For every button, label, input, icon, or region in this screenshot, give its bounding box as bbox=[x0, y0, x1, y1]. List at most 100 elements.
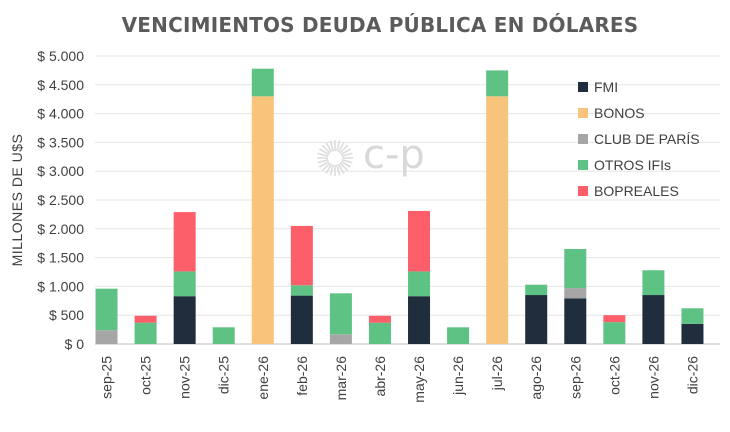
sunburst-ray bbox=[321, 144, 331, 154]
x-tick-label: sep-25 bbox=[99, 356, 115, 399]
x-tick-label: dic-26 bbox=[684, 356, 700, 394]
bar-stack bbox=[134, 315, 157, 344]
legend-swatch bbox=[578, 134, 588, 144]
legend-item: OTROS IFIs bbox=[578, 157, 671, 173]
y-tick-label: $ 2.000 bbox=[37, 221, 84, 237]
sunburst-ray bbox=[319, 148, 330, 156]
bar-segment bbox=[486, 96, 509, 344]
bar-segment bbox=[642, 270, 665, 296]
legend-item: FMI bbox=[578, 79, 618, 95]
gridlines bbox=[95, 55, 720, 345]
legend-item: BOPREALES bbox=[578, 183, 679, 199]
y-tick-label: $ 1.000 bbox=[37, 278, 84, 294]
bar-stack bbox=[173, 212, 196, 344]
bar-segment bbox=[564, 298, 587, 344]
legend-swatch bbox=[578, 160, 588, 170]
bar-segment bbox=[408, 271, 431, 297]
sunburst-ray bbox=[317, 152, 329, 157]
bar-stack bbox=[251, 68, 274, 344]
x-axis: sep-25 oct-25 nov-25 dic-25 ene-26 feb-26 mar-… bbox=[99, 356, 701, 403]
bar-segment bbox=[642, 295, 665, 344]
bar-stack bbox=[290, 225, 313, 344]
bar-segment bbox=[564, 248, 587, 289]
bar-segment bbox=[95, 288, 118, 331]
x-tick-label: mar-26 bbox=[333, 356, 349, 401]
sunburst-ray bbox=[340, 148, 351, 156]
bar-segment bbox=[408, 296, 431, 344]
x-tick-label: ene-26 bbox=[255, 356, 271, 400]
bar-stack bbox=[564, 248, 587, 344]
bar-segment bbox=[290, 225, 313, 286]
x-tick-label: oct-26 bbox=[606, 356, 622, 395]
watermark-logo: c-p bbox=[317, 132, 425, 178]
sunburst-ray bbox=[321, 162, 331, 172]
y-tick-label: $ 4.000 bbox=[37, 106, 84, 122]
x-tick-label: abr-26 bbox=[372, 356, 388, 397]
sunburst-ray bbox=[329, 140, 334, 152]
y-tick-label: $ 3.000 bbox=[37, 163, 84, 179]
legend-label: OTROS IFIs bbox=[594, 157, 671, 173]
x-tick-label: nov-25 bbox=[177, 356, 193, 399]
bar-segment bbox=[525, 295, 548, 344]
sunburst-ray bbox=[325, 163, 333, 174]
y-tick-label: $ 2.500 bbox=[37, 192, 84, 208]
chart-title: VENCIMIENTOS DEUDA PÚBLICA EN DÓLARES bbox=[122, 13, 639, 37]
sunburst-ray bbox=[339, 144, 349, 154]
bar-segment bbox=[251, 68, 274, 97]
watermark-text: c-p bbox=[363, 132, 425, 178]
bar-segment bbox=[251, 96, 274, 344]
bar-stack bbox=[603, 315, 626, 344]
legend-label: BOPREALES bbox=[594, 183, 679, 199]
sunburst-ray bbox=[317, 159, 329, 164]
bar-stack bbox=[95, 288, 118, 344]
legend-label: BONOS bbox=[594, 105, 645, 121]
x-tick-label: ago-26 bbox=[528, 356, 544, 400]
x-tick-label: sep-26 bbox=[567, 356, 583, 399]
bar-segment bbox=[290, 295, 313, 344]
bar-segment bbox=[564, 288, 587, 299]
bar-segment bbox=[368, 315, 391, 323]
legend-item: CLUB DE PARÍS bbox=[578, 131, 700, 147]
bar-stack bbox=[486, 70, 509, 344]
bar-segment bbox=[525, 284, 548, 296]
bar-segment bbox=[290, 285, 313, 296]
y-tick-label: $ 4.500 bbox=[37, 77, 84, 93]
bar-segment bbox=[95, 330, 118, 344]
y-axis-label: MILLONES DE U$S bbox=[9, 134, 25, 267]
legend: FMI BONOS CLUB DE PARÍS OTROS IFIs BOPREALES bbox=[578, 79, 700, 199]
sunburst-ray bbox=[329, 164, 334, 176]
sunburst-ray bbox=[341, 152, 353, 157]
legend-label: FMI bbox=[594, 79, 618, 95]
sunburst-ray bbox=[319, 160, 330, 168]
y-tick-label: $ 500 bbox=[49, 307, 84, 323]
sunburst-ray bbox=[337, 142, 345, 153]
bar-stack bbox=[447, 327, 470, 344]
bar-stack bbox=[642, 270, 665, 344]
bar-segment bbox=[329, 293, 352, 335]
bar-segment bbox=[368, 322, 391, 344]
bar-segment bbox=[173, 296, 196, 344]
legend-swatch bbox=[578, 82, 588, 92]
sunburst-ray bbox=[341, 159, 353, 164]
sunburst-icon bbox=[317, 140, 353, 176]
bar-stacks bbox=[95, 68, 704, 344]
bar-segment bbox=[447, 327, 470, 344]
legend-swatch bbox=[578, 186, 588, 196]
x-tick-label: jul-26 bbox=[489, 356, 505, 391]
x-tick-label: may-26 bbox=[411, 356, 427, 403]
x-tick-label: jun-26 bbox=[450, 356, 466, 396]
y-axis: $ 0 $ 500 $ 1.000 $ 1.500 $ 2.000 $ 2.500 $ 3.… bbox=[37, 48, 84, 352]
bar-segment bbox=[603, 322, 626, 344]
bar-segment bbox=[212, 327, 235, 344]
bar-segment bbox=[486, 70, 509, 97]
bar-segment bbox=[134, 322, 157, 344]
x-tick-label: oct-25 bbox=[138, 356, 154, 395]
bar-stack bbox=[525, 284, 548, 344]
y-tick-label: $ 5.000 bbox=[37, 48, 84, 64]
sunburst-ray bbox=[337, 163, 345, 174]
bar-segment bbox=[408, 210, 431, 272]
bar-segment bbox=[681, 308, 704, 324]
y-tick-label: $ 1.500 bbox=[37, 250, 84, 266]
bar-stack bbox=[368, 315, 391, 344]
